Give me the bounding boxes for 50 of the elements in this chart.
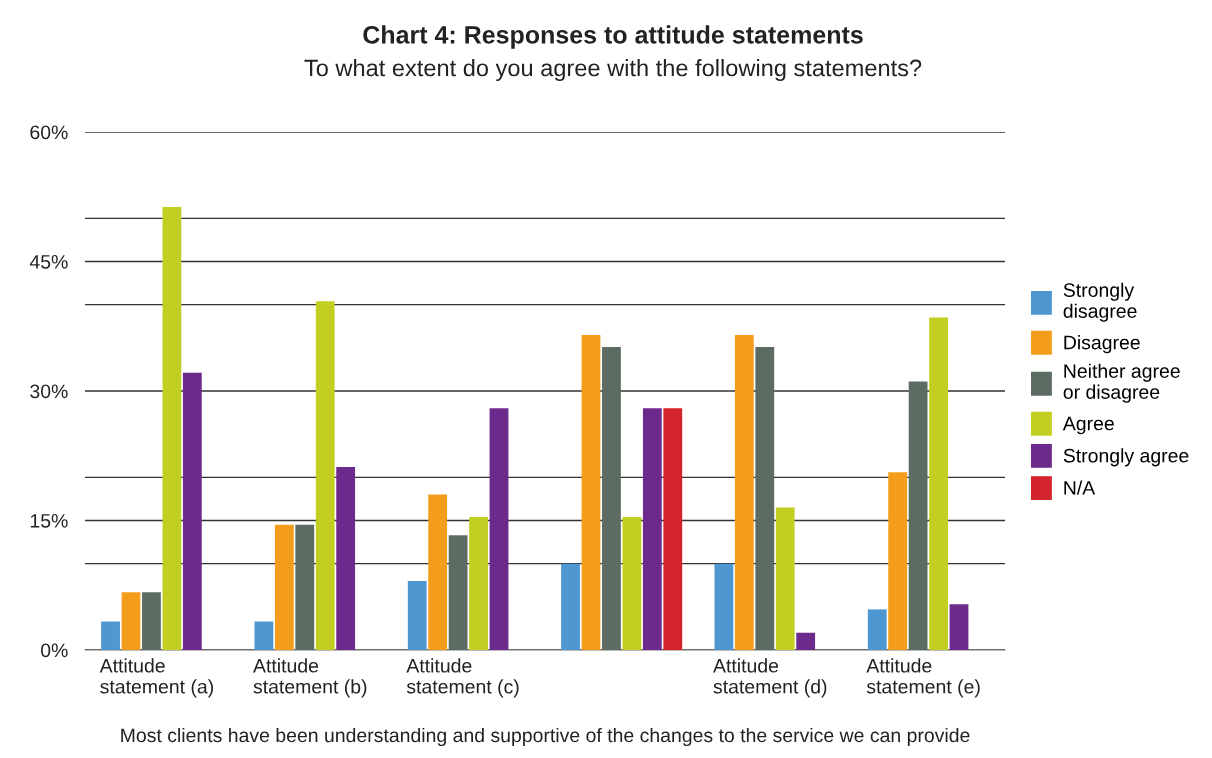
legend-label: Neither agree or disagree (1063, 363, 1180, 403)
bar (929, 317, 948, 650)
bar (489, 408, 509, 650)
bar (622, 517, 642, 650)
bar (407, 580, 427, 650)
x-tick-label: Attitude statement (d) (713, 658, 827, 698)
bar (581, 334, 601, 650)
legend-label: Strongly agree (1063, 448, 1189, 467)
bar (642, 408, 662, 650)
chart-subtitle: To what extent do you agree with the following statements? (304, 59, 922, 81)
bar (295, 524, 315, 650)
bar (448, 535, 468, 650)
bar (796, 632, 816, 650)
chart-title: Chart 4: Responses to attitude statements (363, 25, 863, 49)
bar (888, 472, 908, 650)
legend-label: Strongly disagree (1063, 282, 1137, 322)
text: Most clients have been understanding and supportive of the changes to the service we can provide (121, 727, 970, 747)
bar (162, 207, 182, 650)
x-tick-label: Attitude statement (a) (99, 658, 214, 698)
bar (602, 346, 621, 650)
bar (469, 517, 488, 650)
bar (908, 381, 928, 650)
x-tick-label: Attitude statement (c) (406, 658, 519, 698)
legend-label: Agree (1062, 416, 1114, 435)
y-tick-label: 30% (30, 384, 68, 399)
bar (775, 507, 795, 650)
bar (755, 346, 775, 650)
bar (663, 408, 683, 650)
x-tick-label: Attitude statement (b) (253, 658, 367, 698)
bar (182, 372, 202, 650)
bar (336, 466, 356, 650)
bar (142, 592, 161, 650)
y-tick-label: 45% (29, 255, 68, 269)
bar (101, 621, 120, 650)
bar (254, 621, 274, 650)
bar (428, 494, 448, 650)
legend-label: Disagree (1064, 335, 1140, 354)
y-tick-label: 60% (30, 125, 68, 140)
bar (867, 609, 887, 650)
y-tick-label: 15% (30, 514, 68, 528)
bar (949, 604, 969, 650)
x-tick-label: Attitude statement (e) (866, 658, 980, 698)
bar (121, 592, 141, 650)
y-tick-label: 0% (40, 643, 68, 658)
bar (274, 524, 294, 650)
bar (561, 563, 580, 650)
bar (714, 563, 734, 650)
legend-label: N/A (1064, 480, 1096, 495)
bar (734, 334, 754, 650)
bar (315, 301, 335, 650)
